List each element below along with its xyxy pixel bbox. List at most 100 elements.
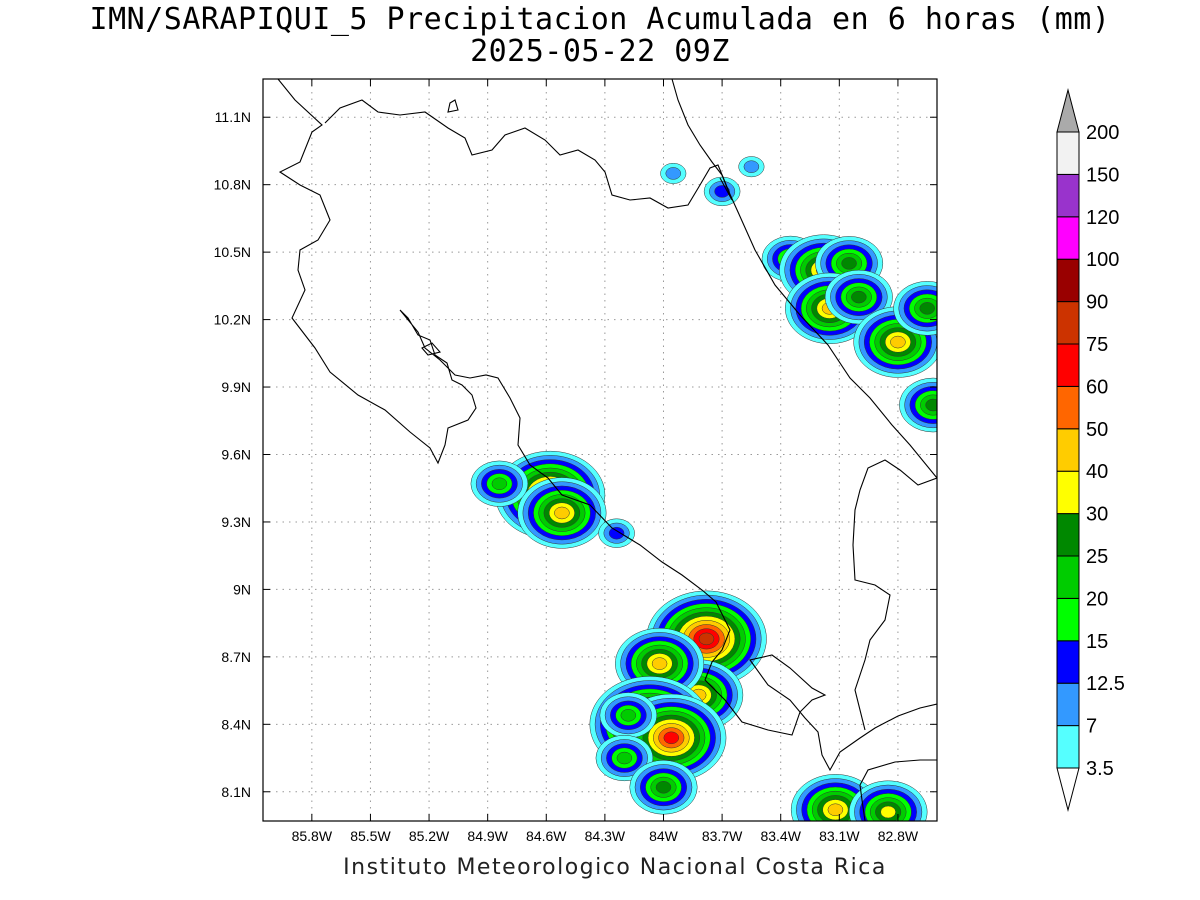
lon-tick-label: 84W — [649, 828, 679, 844]
lon-tick-label: 85.8W — [292, 828, 333, 844]
colorbar-label: 40 — [1086, 461, 1108, 483]
colorbar-swatch — [1056, 258, 1080, 303]
lat-tick-label: 10.5N — [214, 244, 251, 260]
panama-border — [852, 459, 937, 731]
colorbar-swatch — [1056, 343, 1080, 387]
precip-cell — [517, 477, 607, 549]
colorbar-label: 75 — [1086, 334, 1108, 356]
lat-tick-label: 9.9N — [221, 379, 251, 395]
colorbar-label: 3.5 — [1086, 758, 1114, 780]
colorbar-swatch — [1056, 301, 1080, 345]
lon-tick-label: 84.6W — [526, 828, 567, 844]
precip-contour — [620, 709, 637, 722]
precip-contour — [743, 160, 760, 173]
colorbar-swatch — [1056, 597, 1080, 642]
precip-contour — [919, 302, 935, 315]
colorbar-label: 25 — [1086, 546, 1108, 568]
colorbar-swatch — [1056, 682, 1080, 727]
pacific-coastline — [277, 79, 937, 772]
lat-tick-label: 9N — [233, 581, 251, 597]
colorbar-label: 15 — [1086, 631, 1108, 653]
colorbar-label: 30 — [1086, 504, 1108, 526]
map-frame — [262, 78, 938, 822]
colorbar-over-triangle — [1056, 88, 1080, 133]
precip-contour — [890, 335, 906, 349]
lon-tick-label: 85.2W — [409, 828, 450, 844]
colorbar-swatch — [1056, 216, 1080, 260]
lat-tick-label: 9.3N — [221, 514, 251, 530]
lat-tick-label: 8.7N — [221, 649, 251, 665]
colorbar-label: 7 — [1086, 716, 1097, 738]
precip-cell — [848, 780, 928, 821]
colorbar-swatch — [1056, 640, 1080, 684]
colorbar-label: 20 — [1086, 588, 1108, 610]
lon-tick-label: 85.5W — [350, 828, 391, 844]
precip-cell — [893, 281, 937, 336]
lat-tick-label: 8.1N — [221, 784, 251, 800]
lon-tick-label: 84.3W — [585, 828, 626, 844]
colorbar-swatch — [1056, 555, 1080, 599]
caribbean-coastline — [671, 79, 937, 479]
precip-cell — [824, 269, 893, 325]
colorbar-label: 100 — [1086, 249, 1119, 271]
colorbar-swatch — [1056, 385, 1080, 430]
colorbar-label: 90 — [1086, 292, 1108, 314]
lon-tick-label: 84.9W — [467, 828, 508, 844]
colorbar-label: 200 — [1086, 122, 1119, 144]
lat-tick-label: 10.8N — [214, 177, 251, 193]
lon-tick-label: 83.4W — [760, 828, 801, 844]
colorbar-label: 50 — [1086, 419, 1108, 441]
map-subtitle-datetime: 2025-05-22 09Z — [470, 34, 730, 69]
colorbar-swatch — [1056, 428, 1080, 472]
colorbar-swatch — [1056, 470, 1080, 515]
lat-tick-label: 10.2N — [214, 312, 251, 328]
precip-cell — [598, 518, 635, 548]
colorbar-label: 60 — [1086, 376, 1108, 398]
precip-contour — [827, 803, 844, 817]
colorbar-label: 12.5 — [1086, 673, 1125, 695]
footer-credit: Instituto Meteorologico Nacional Costa R… — [343, 855, 887, 880]
colorbar-label: 150 — [1086, 164, 1119, 186]
precip-contour — [665, 167, 682, 180]
colorbar-swatch — [1056, 513, 1080, 557]
lake-islet — [447, 99, 459, 113]
southeast-coastline — [859, 759, 937, 821]
precip-cell — [899, 377, 937, 433]
lat-tick-label: 11.1N — [215, 109, 251, 125]
precip-contour — [655, 781, 672, 794]
colorbar-under-triangle — [1056, 767, 1080, 812]
lon-tick-label: 83.7W — [702, 828, 743, 844]
lon-tick-label: 82.8W — [878, 828, 919, 844]
precip-cell — [790, 774, 880, 821]
map-title: IMN/SARAPIQUI_5 Precipitacion Acumulada … — [89, 2, 1111, 37]
precip-cell — [599, 692, 658, 739]
colorbar-swatch — [1056, 173, 1080, 218]
lon-tick-label: 83.1W — [819, 828, 860, 844]
lat-tick-label: 9.6N — [221, 446, 251, 462]
precip-contour — [554, 506, 570, 520]
northern-border — [324, 99, 733, 209]
precip-cell — [660, 162, 687, 184]
colorbar-label: 120 — [1086, 207, 1119, 229]
precip-contour — [880, 805, 896, 819]
precip-contour — [608, 526, 625, 540]
coastline-border — [277, 79, 937, 821]
precip-contour — [616, 751, 633, 765]
gulf-island — [421, 342, 442, 356]
precip-cell — [629, 760, 698, 815]
precip-contour — [698, 632, 715, 646]
precipitation-field — [470, 156, 937, 821]
colorbar-swatch — [1056, 725, 1080, 769]
precip-contour — [491, 477, 508, 490]
colorbar-legend: 3.5 7 12.5 15 20 25 30 40 50 60 75 90 100 120 150 200 — [1056, 88, 1125, 812]
precip-cell — [470, 460, 529, 507]
precip-contour — [663, 731, 680, 745]
precip-contour — [925, 398, 937, 412]
axis-ticks: 85.8W 85.5W 85.2W 84.9W 84.6W 84.3W 84W 83.7W 83… — [214, 79, 937, 844]
lat-tick-label: 8.4N — [221, 716, 251, 732]
colorbar-swatch — [1056, 131, 1080, 175]
precip-contour — [851, 290, 867, 304]
precip-contour — [841, 257, 857, 270]
precip-contour — [651, 657, 668, 670]
